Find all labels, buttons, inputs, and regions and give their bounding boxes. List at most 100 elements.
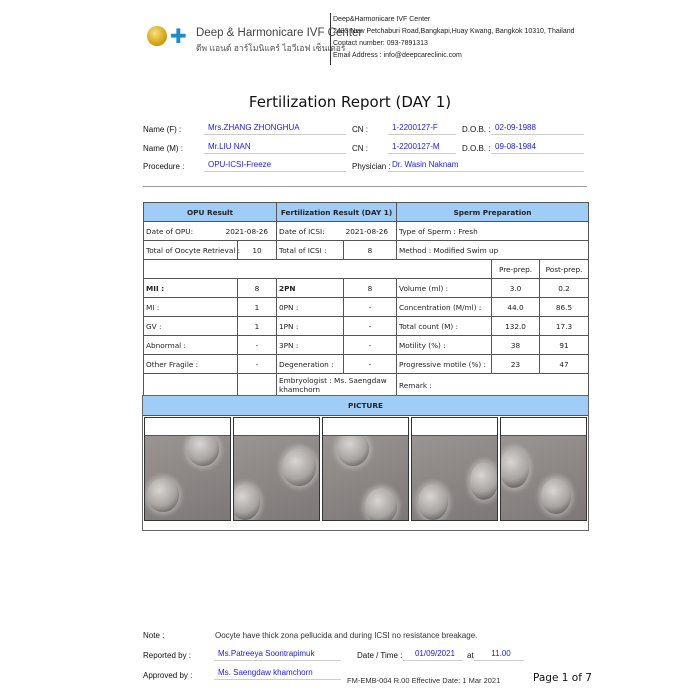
page-number: Page 1 of 7 xyxy=(533,672,592,684)
fertilization-result-header: Fertilization Result (DAY 1) xyxy=(275,202,398,222)
row-value: 8 xyxy=(237,278,277,298)
cn-m-label: CN : xyxy=(352,144,368,153)
row-label: Concentration (M/ml) : xyxy=(396,297,493,317)
form-code: FM-EMB-004 R.00 Effective Date: 1 Mar 20… xyxy=(347,676,501,685)
post-prep-header: Post-prep. xyxy=(539,259,590,279)
pre-prep-value: 3.0 xyxy=(491,278,541,298)
row-value: - xyxy=(237,335,277,355)
dob-m-label: D.O.B. : xyxy=(462,144,491,153)
name-f-label: Name (F) : xyxy=(143,125,182,134)
page-title: Fertilization Report (DAY 1) xyxy=(248,93,452,111)
clinic-email: Email Address : info@deepcareclinic.com xyxy=(333,52,462,59)
at-label: at xyxy=(467,651,474,660)
row-label: Abnormal : xyxy=(143,335,238,355)
row-label: 0PN : xyxy=(276,297,344,317)
embryologist-line-2: khamchorn xyxy=(279,385,321,394)
blank-cell xyxy=(142,259,493,279)
approved-by-label: Approved by : xyxy=(143,671,193,680)
oocyte-retrieval-value: 10 xyxy=(237,240,277,260)
sperm-preparation-header: Sperm Preparation xyxy=(396,202,590,222)
date-of-opu-value: 2021-08-26 xyxy=(225,226,268,236)
note-text: Oocyte have thick zona pellucida and dur… xyxy=(215,631,478,640)
procedure-label: Procedure : xyxy=(143,162,185,171)
clinic-address: 2483 New Petchaburi Road,Bangkapi,Huay K… xyxy=(333,28,575,35)
dob-f-label: D.O.B. : xyxy=(462,125,491,134)
oocyte-image-cell xyxy=(411,417,498,521)
row-value: - xyxy=(342,316,398,336)
post-prep-value: 17.3 xyxy=(539,316,590,336)
blank-cell xyxy=(237,373,277,397)
oocyte-image xyxy=(323,436,408,520)
date-of-opu-label: Date of OPU: xyxy=(146,226,194,236)
name-f-value: Mrs.ZHANG ZHONGHUA xyxy=(204,123,346,135)
remark: Remark : xyxy=(396,373,590,397)
post-prep-value: 47 xyxy=(539,354,590,374)
dob-f-value: 02-09-1988 xyxy=(491,123,584,135)
row-value: - xyxy=(342,335,398,355)
divider xyxy=(330,13,331,65)
row-value: 1 xyxy=(237,297,277,317)
table-row: MII :8 2PN 8 Volume (ml) :3.0 0.2 xyxy=(143,278,590,298)
pre-prep-value: 23 xyxy=(491,354,541,374)
pre-prep-value: 132.0 xyxy=(491,316,541,336)
row-label: MI : xyxy=(143,297,238,317)
brand-name-thai: ดีพ แอนด์ ฮาร์โมนิแคร์ ไอวีเอฟ เซ็นเตอร์ xyxy=(196,43,346,53)
reported-by-value: Ms.Patreeya Soontrapimuk xyxy=(214,649,341,661)
oocyte-image-cell xyxy=(322,417,409,521)
oocyte-image xyxy=(501,436,586,520)
row-label: Total count (M) : xyxy=(396,316,493,336)
physician-label: Physician : xyxy=(352,162,391,171)
table-row: Other Fragile :- Degeneration :- Progres… xyxy=(143,354,590,374)
approved-by-value: Ms. Saengdaw khamchorn xyxy=(214,668,341,680)
row-label: Other Fragile : xyxy=(143,354,238,374)
clinic-name: Deep&Harmonicare IVF Center xyxy=(333,16,431,23)
date-time-label: Date / Time : xyxy=(357,651,403,660)
cn-f-value: 1-2200127-F xyxy=(388,123,456,135)
embryologist-line-1: Embryologist : Ms. Saengdaw xyxy=(279,376,387,385)
oocyte-image xyxy=(145,436,230,520)
row-value: - xyxy=(237,354,277,374)
row-value: - xyxy=(342,354,398,374)
blank-cell xyxy=(143,373,238,397)
row-label: Motility (%) : xyxy=(396,335,493,355)
divider xyxy=(143,186,587,187)
logo-seal-icon xyxy=(147,26,167,46)
cn-f-label: CN : xyxy=(352,125,368,134)
total-icsi-value: 8 xyxy=(342,240,398,260)
reported-by-label: Reported by : xyxy=(143,651,192,660)
table-row: MI :1 0PN :- Concentration (M/ml) :44.0 8… xyxy=(143,297,590,317)
row-value: 8 xyxy=(342,278,398,298)
row-label: MII : xyxy=(143,278,238,298)
oocyte-retrieval-label: Total of Oocyte Retrieval : xyxy=(143,240,240,260)
logo-cross-icon: ✚ xyxy=(170,24,187,48)
embryologist: Embryologist : Ms. Saengdaw khamchorn xyxy=(275,373,398,397)
row-label: 3PN : xyxy=(276,335,344,355)
date-of-opu: Date of OPU: 2021-08-26 xyxy=(143,221,277,241)
report-date: 01/09/2021 xyxy=(403,649,463,661)
row-label: GV : xyxy=(143,316,238,336)
row-label: 1PN : xyxy=(276,316,344,336)
clinic-contact: Contact number: 093-7891313 xyxy=(333,40,428,47)
row-label: Degeneration : xyxy=(276,354,344,374)
sperm-method: Method : Modified Swim up xyxy=(396,240,590,260)
date-of-icsi: Date of ICSI: 2021-08-26 xyxy=(275,221,398,241)
post-prep-value: 0.2 xyxy=(539,278,590,298)
row-label: Volume (ml) : xyxy=(396,278,493,298)
oocyte-image-cell xyxy=(233,417,320,521)
pre-prep-header: Pre-prep. xyxy=(491,259,541,279)
post-prep-value: 91 xyxy=(539,335,590,355)
brand-name: Deep & Harmonicare IVF Center xyxy=(196,27,363,39)
picture-header: PICTURE xyxy=(143,396,588,416)
results-table: OPU Result Fertilization Result (DAY 1) … xyxy=(142,202,590,397)
row-label: Progressive motile (%) : xyxy=(396,354,493,374)
oocyte-image xyxy=(234,436,319,520)
report-time: 11.00 xyxy=(474,649,524,661)
date-of-icsi-label: Date of ICSI: xyxy=(279,226,325,236)
opu-result-header: OPU Result xyxy=(143,202,277,222)
name-m-value: Mr.LIU NAN xyxy=(204,142,346,154)
table-row: Abnormal :- 3PN :- Motility (%) :38 91 xyxy=(143,335,590,355)
pre-prep-value: 44.0 xyxy=(491,297,541,317)
oocyte-image xyxy=(412,436,497,520)
table-row: GV :1 1PN :- Total count (M) :132.0 17.3 xyxy=(143,316,590,336)
row-value: 1 xyxy=(237,316,277,336)
